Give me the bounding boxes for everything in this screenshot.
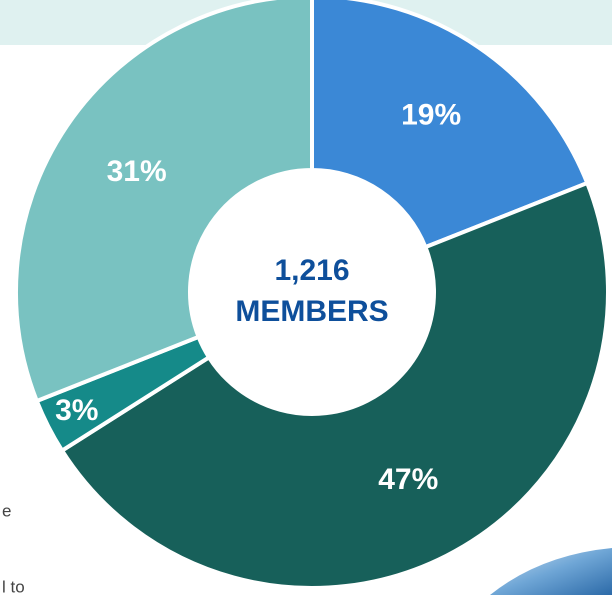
center-label: MEMBERS bbox=[235, 295, 388, 328]
data-label: 19% bbox=[401, 99, 461, 132]
text-fragment: l to bbox=[2, 577, 25, 595]
data-label: 31% bbox=[107, 155, 167, 188]
data-label: 3% bbox=[55, 394, 98, 427]
data-label: 47% bbox=[378, 463, 438, 496]
text-fragment: e bbox=[2, 501, 11, 520]
chart: e l to 1,216 MEMBERS 19% 47% 3% 31% bbox=[0, 0, 612, 595]
page: {"chart_data": {"type": "donut", "catego… bbox=[0, 0, 612, 595]
slice bbox=[16, 0, 312, 401]
center-value: 1,216 bbox=[274, 254, 349, 287]
photo bbox=[490, 548, 612, 595]
